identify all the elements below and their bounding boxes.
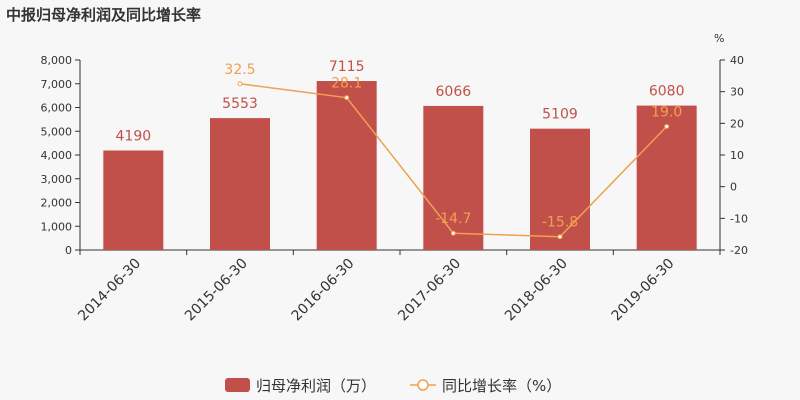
- bar: [210, 118, 270, 251]
- chart-title: 中报归母净利润及同比增长率: [6, 6, 202, 24]
- bar-value-label: 6080: [649, 84, 685, 100]
- left-y-tick-label: 6,000: [41, 102, 73, 115]
- growth-rate-label: -15.8: [542, 215, 578, 231]
- left-y-tick-label: 2,000: [41, 197, 73, 210]
- bar: [636, 105, 697, 250]
- bar-value-label: 5109: [542, 107, 578, 123]
- growth-rate-label: 19.0: [651, 105, 682, 121]
- growth-rate-label: 32.5: [224, 62, 255, 78]
- x-tick-label: 2019-06-30: [609, 256, 678, 325]
- bar-value-label: 5553: [222, 96, 258, 112]
- x-tick-label: 2014-06-30: [75, 256, 144, 325]
- legend-line-label: 同比增长率（%）: [442, 377, 561, 395]
- x-tick-label: 2016-06-30: [289, 256, 358, 325]
- growth-rate-point: [557, 234, 563, 240]
- bar: [316, 81, 377, 250]
- right-y-unit-label: %: [714, 32, 724, 45]
- right-y-tick-label: 0: [730, 181, 737, 194]
- growth-rate-label: 28.1: [331, 76, 362, 92]
- bar-value-label: 4190: [116, 128, 152, 144]
- growth-rate-point: [344, 95, 350, 101]
- growth-rate-point: [450, 230, 456, 236]
- right-y-tick-label: 10: [730, 149, 744, 162]
- left-y-tick-label: 3,000: [41, 173, 73, 186]
- right-y-tick-label: -10: [730, 212, 748, 225]
- legend-bar-swatch: [225, 378, 250, 392]
- growth-rate-point: [237, 81, 243, 87]
- bar-value-label: 6066: [436, 84, 472, 100]
- legend-bar-label: 归母净利润（万）: [256, 377, 376, 395]
- x-tick-label: 2018-06-30: [502, 256, 571, 325]
- x-tick-label: 2017-06-30: [395, 256, 464, 325]
- right-y-tick-label: 40: [730, 54, 744, 67]
- right-y-tick-label: 30: [730, 86, 744, 99]
- growth-rate-label: -14.7: [435, 211, 471, 227]
- growth-rate-point: [664, 124, 670, 129]
- left-y-tick-label: 1,000: [41, 220, 73, 233]
- left-y-tick-label: 8,000: [41, 54, 73, 67]
- left-y-tick-label: 0: [65, 244, 72, 257]
- right-y-tick-label: -20: [730, 244, 748, 257]
- left-y-tick-label: 4,000: [41, 149, 73, 162]
- x-tick-label: 2015-06-30: [182, 256, 251, 325]
- right-y-tick-label: 20: [730, 117, 744, 130]
- legend-line-marker: [417, 379, 429, 391]
- left-y-tick-label: 5,000: [41, 125, 73, 138]
- bar-value-label: 7115: [329, 59, 365, 75]
- bar: [423, 105, 484, 251]
- bar: [530, 128, 590, 250]
- left-y-tick-label: 7,000: [41, 78, 73, 91]
- bar: [103, 150, 164, 250]
